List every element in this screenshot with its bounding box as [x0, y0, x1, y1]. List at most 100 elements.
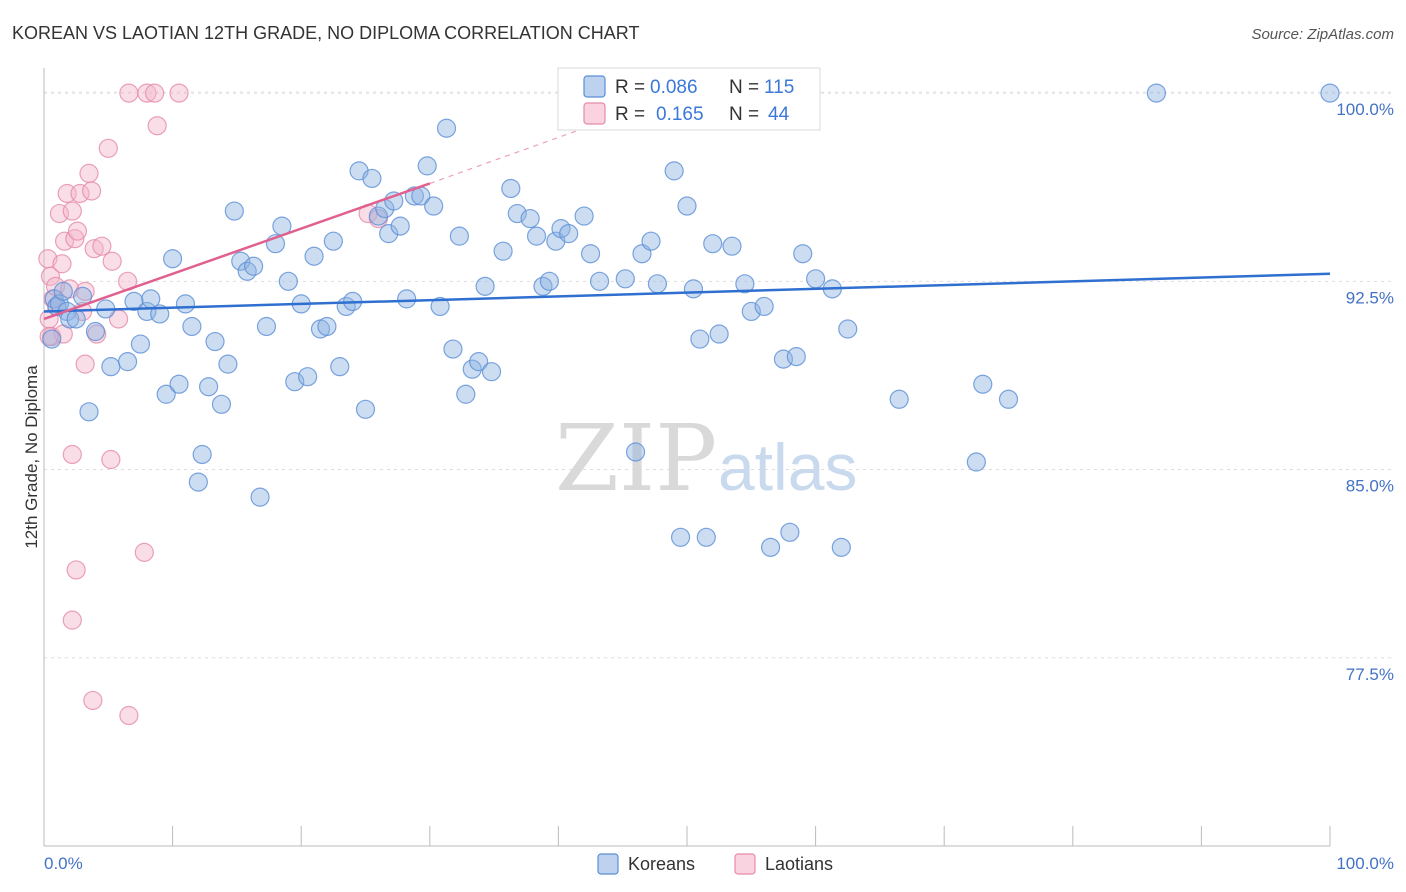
laotian-point: [102, 251, 122, 271]
laotian-point: [75, 281, 95, 301]
legend-box: R = 0.086 N = 115 R = 0.165 N = 44: [557, 67, 821, 131]
korean-point: [831, 537, 851, 557]
korean-point: [696, 527, 716, 547]
korean-point: [224, 201, 244, 221]
korean-point: [169, 374, 189, 394]
korean-point: [670, 527, 691, 547]
korean-point: [163, 249, 183, 269]
legend-n-label-koreans: N =: [729, 77, 759, 98]
laotian-point: [98, 138, 118, 158]
korean-point: [641, 231, 661, 251]
korean-point: [443, 339, 463, 359]
chart-source: Source: ZipAtlas.com: [1251, 26, 1394, 43]
korean-point: [368, 206, 388, 226]
korean-point: [664, 161, 684, 181]
laotian-point: [92, 236, 112, 256]
laotian-point: [65, 229, 85, 249]
laotian-point: [75, 354, 95, 374]
korean-point: [741, 301, 761, 322]
korean-point: [244, 256, 264, 276]
korean-point: [379, 224, 399, 244]
korean-point: [53, 281, 73, 301]
korean-point: [793, 244, 813, 264]
korean-point: [218, 354, 238, 374]
korean-point: [205, 331, 225, 352]
laotian-point: [39, 326, 59, 347]
y-tick-label: 100.0%: [1336, 100, 1394, 119]
korean-point: [998, 389, 1019, 409]
legend-swatch-laotians: [583, 102, 606, 125]
korean-point: [709, 324, 729, 344]
korean-point: [130, 334, 151, 354]
korean-point: [973, 374, 993, 394]
x-tick-label-max: 100.0%: [1336, 854, 1394, 873]
legend-r-value-koreans: 0.086: [650, 77, 698, 98]
korean-point: [469, 352, 489, 372]
korean-point: [539, 271, 559, 291]
korean-point: [589, 271, 610, 291]
korean-point: [117, 352, 138, 372]
korean-point: [285, 372, 305, 392]
korean-point: [526, 226, 547, 246]
korean-point: [237, 261, 257, 281]
laotian-point: [79, 163, 99, 184]
y-tick-labels: 77.5% 85.0% 92.5% 100.0%: [1336, 100, 1394, 684]
korean-point: [42, 329, 62, 349]
korean-point: [966, 452, 986, 472]
laotian-point: [83, 690, 103, 711]
korean-point: [507, 203, 527, 224]
bottom-legend: Koreans Laotians: [597, 853, 833, 875]
korean-point: [66, 309, 86, 329]
laotian-point: [62, 444, 82, 465]
legend-n-value-koreans: 115: [764, 77, 794, 98]
bottom-legend-swatch-laotians: [734, 853, 756, 875]
korean-point: [330, 357, 350, 377]
korean-point: [533, 276, 553, 296]
korean-point: [722, 236, 742, 256]
korean-point: [703, 234, 723, 254]
trendline-laotians-extension: [429, 127, 585, 185]
korean-point: [889, 389, 909, 409]
korean-point: [615, 269, 635, 289]
korean-point: [182, 316, 202, 337]
korean-point: [436, 118, 457, 138]
korean-point: [493, 241, 513, 261]
laotian-point: [40, 266, 61, 286]
laotian-point: [70, 183, 90, 204]
legend-swatch-koreans: [583, 75, 606, 98]
korean-point: [647, 274, 668, 294]
korean-point: [323, 231, 343, 251]
korean-point: [520, 208, 540, 229]
legend-r-label-laotians: R =: [615, 104, 645, 125]
korean-point: [580, 244, 601, 264]
korean-point: [683, 279, 704, 299]
legend-n-value-laotians: 44: [768, 104, 790, 125]
korean-point: [317, 316, 337, 337]
korean-point: [786, 347, 806, 367]
laotian-point: [134, 542, 154, 562]
laotian-point: [81, 181, 102, 201]
watermark-atlas: atlas: [718, 430, 857, 504]
y-axis-title: 12th Grade, No Diploma: [22, 365, 41, 549]
korean-point: [298, 367, 318, 387]
korean-point: [355, 399, 376, 419]
legend-r-value-laotians: 0.165: [656, 104, 704, 125]
trendline-laotians: [43, 182, 431, 321]
korean-point: [475, 276, 495, 296]
korean-point: [430, 296, 450, 317]
korean-point: [838, 319, 858, 339]
korean-point: [211, 394, 232, 414]
korean-point: [397, 289, 417, 309]
bottom-legend-label-koreans: Koreans: [628, 854, 695, 874]
x-ticks: [43, 826, 1331, 846]
laotian-point: [62, 201, 82, 221]
y-tick-label: 77.5%: [1346, 665, 1394, 684]
trendlines: [43, 127, 1331, 321]
laotian-point: [169, 83, 189, 103]
gridlines: [44, 91, 1394, 659]
korean-point: [462, 359, 482, 379]
korean-point: [85, 321, 106, 342]
laotian-point: [52, 254, 72, 274]
trendline-koreans: [43, 272, 1331, 313]
